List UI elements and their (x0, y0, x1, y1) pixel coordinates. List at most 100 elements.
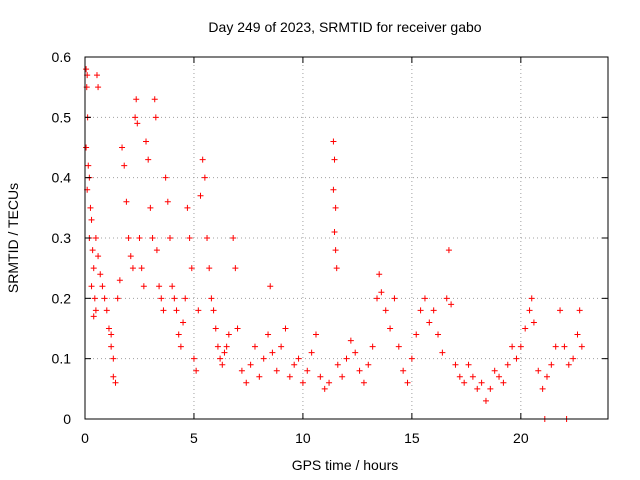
data-point (528, 295, 535, 302)
data-point (387, 325, 394, 332)
data-point (143, 138, 150, 145)
chart-title: Day 249 of 2023, SRMTID for receiver gab… (208, 19, 481, 35)
data-point (308, 349, 315, 356)
data-point (435, 331, 442, 338)
data-point (138, 265, 145, 272)
data-point (445, 247, 452, 254)
data-point (166, 235, 173, 241)
data-point (347, 337, 354, 344)
data-point (404, 379, 411, 386)
data-point (204, 235, 211, 241)
data-point (105, 325, 112, 332)
data-point (145, 156, 152, 163)
y-axis-ticks: 0 0.1 0.2 0.3 0.4 0.5 0.6 (52, 49, 608, 427)
data-point (278, 343, 285, 350)
x-axis-label: GPS time / hours (292, 457, 399, 473)
data-point (188, 265, 195, 272)
data-point (295, 355, 302, 362)
data-point (282, 325, 289, 332)
data-point (365, 361, 372, 368)
data-point (426, 319, 433, 326)
data-point (214, 343, 221, 350)
data-point (230, 235, 237, 241)
data-point (326, 379, 333, 386)
y-tick-label: 0.3 (52, 230, 72, 246)
data-point (133, 96, 140, 103)
data-point (186, 235, 193, 241)
data-point (234, 325, 241, 332)
data-point (212, 325, 219, 332)
data-point (312, 331, 319, 338)
data-point (469, 373, 476, 380)
data-point (456, 373, 463, 380)
data-point (108, 331, 115, 338)
y-tick-label: 0.4 (52, 170, 72, 186)
data-point (465, 361, 472, 368)
data-point (504, 361, 511, 368)
x-tick-label: 5 (190, 430, 198, 446)
data-point (95, 253, 102, 260)
data-point (87, 204, 94, 211)
data-point (330, 138, 337, 145)
data-point (530, 319, 537, 326)
data-point (201, 174, 208, 181)
data-point (83, 66, 90, 73)
data-point (158, 295, 165, 302)
data-point (260, 355, 267, 362)
data-point (570, 355, 577, 362)
data-point (574, 331, 581, 338)
data-point (103, 307, 110, 314)
data-point (352, 349, 359, 356)
data-point (395, 343, 402, 350)
data-point (517, 343, 524, 350)
data-point (576, 307, 583, 314)
y-tick-label: 0.5 (52, 109, 72, 125)
data-point (223, 343, 230, 350)
data-point (496, 373, 503, 380)
data-point (332, 247, 339, 254)
data-point (180, 319, 187, 326)
data-point (169, 283, 176, 290)
data-point (153, 247, 160, 254)
data-point (332, 204, 339, 211)
data-point (391, 295, 398, 302)
data-point (225, 331, 232, 338)
data-point (171, 295, 178, 302)
data-point (90, 313, 97, 320)
data-point (156, 283, 163, 290)
data-point (238, 367, 245, 374)
data-point (343, 355, 350, 362)
data-point (101, 295, 108, 302)
data-point (251, 343, 258, 350)
data-point (330, 186, 337, 193)
data-point (162, 174, 169, 181)
data-point (173, 307, 180, 314)
data-point (110, 355, 117, 362)
data-point (136, 235, 143, 241)
data-point (439, 349, 446, 356)
data-point (208, 295, 215, 302)
data-point (552, 343, 559, 350)
data-point (210, 307, 217, 314)
y-tick-label: 0 (63, 411, 71, 427)
data-point (160, 307, 167, 314)
data-point (92, 307, 99, 314)
data-point (413, 331, 420, 338)
data-point (317, 373, 324, 380)
data-point (134, 120, 141, 127)
data-point (127, 253, 134, 260)
data-point (184, 204, 191, 211)
data-point (299, 379, 306, 386)
data-point (334, 361, 341, 368)
data-point (219, 361, 226, 368)
data-point (114, 295, 121, 302)
data-point (119, 144, 126, 151)
data-point (543, 373, 550, 380)
data-point (164, 198, 171, 205)
x-axis-ticks: 0 5 10 15 20 (81, 57, 529, 446)
data-point (190, 355, 197, 362)
data-point (539, 385, 546, 392)
data-point (561, 343, 568, 350)
data-point (175, 331, 182, 338)
